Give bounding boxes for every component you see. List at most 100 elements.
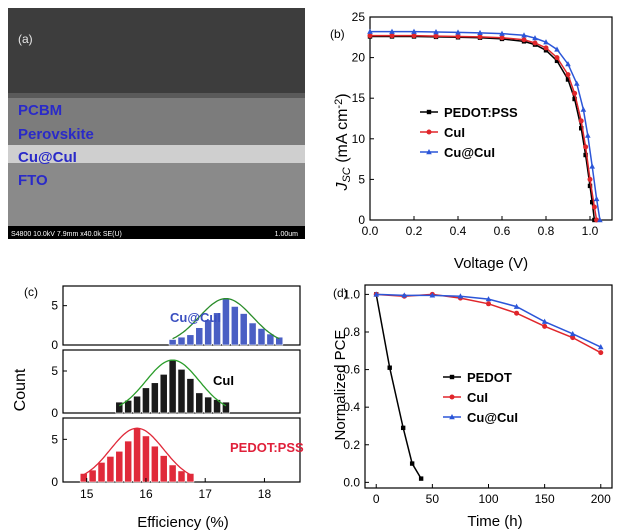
stability-data-point <box>457 293 464 299</box>
jv-data-point <box>572 96 577 102</box>
stability-data-point <box>597 344 604 350</box>
jv-data-point <box>585 132 591 138</box>
hist-bar <box>133 395 141 414</box>
jv-data-point <box>411 33 417 39</box>
hist-y-tick-label: 0 <box>51 338 58 352</box>
stability-y-tick-label: 0.6 <box>343 363 360 377</box>
jv-series-line <box>370 30 601 221</box>
hist-bar <box>222 401 230 414</box>
stability-data-point <box>418 476 424 481</box>
jv-x-tick-label: 0.6 <box>494 224 511 238</box>
jv-data-point <box>554 46 560 52</box>
jv-x-tick-label: 0.0 <box>362 224 379 238</box>
stability-x-tick-label: 50 <box>426 492 440 506</box>
sem-fto-layer <box>8 163 305 226</box>
stability-data-point <box>541 318 548 324</box>
panel-d: (d) Normalized PCE Time (h) 0 50 100 150 200… <box>332 284 613 530</box>
jv-y-tick-label: 0 <box>358 213 365 227</box>
stability-y-tick-label: 0.4 <box>343 400 360 414</box>
hist-bar <box>230 306 239 346</box>
jv-data-point <box>543 39 549 45</box>
jv-data-point <box>389 33 395 39</box>
hist-bar <box>142 387 150 414</box>
hist-fit-curve <box>83 427 191 476</box>
stability-data-point <box>409 461 415 466</box>
stability-y-tick-label: 1.0 <box>343 287 360 301</box>
jv-y-tick-label: 10 <box>352 132 366 146</box>
jv-data-point <box>367 33 373 39</box>
stability-legend-label: CuI <box>467 390 488 405</box>
jv-data-point <box>367 28 373 34</box>
stability-data-point <box>485 296 492 302</box>
stability-data-point <box>569 330 576 337</box>
jv-data-point <box>499 30 505 36</box>
jv-x-tick-label: 0.4 <box>450 224 467 238</box>
hist-bar <box>195 392 204 414</box>
hist-bar <box>204 319 213 346</box>
hist-bar <box>186 378 195 414</box>
jv-data-point <box>565 72 571 78</box>
stability-data-point <box>514 310 520 316</box>
hist-x-axis-label: Efficiency (%) <box>137 514 228 530</box>
jv-x-tick-label: 0.8 <box>538 224 555 238</box>
jv-data-point <box>455 29 461 35</box>
jv-data-point <box>554 58 560 64</box>
jv-data-point <box>411 28 417 34</box>
stability-legend-marker <box>449 394 455 400</box>
jv-data-point <box>477 29 483 36</box>
jv-data-point <box>554 55 560 61</box>
stability-data-point <box>542 323 548 329</box>
hist-bar <box>115 450 124 483</box>
jv-data-point <box>590 199 595 205</box>
hist-bar <box>97 462 106 483</box>
jv-plot-frame <box>369 16 613 221</box>
stability-legend-label: Cu@CuI <box>467 410 518 425</box>
jv-y-tick-label: 15 <box>352 91 366 105</box>
hist-x-tick-label: 17 <box>199 487 213 501</box>
jv-legend-label: Cu@CuI <box>444 145 495 160</box>
hist-bar <box>177 336 186 346</box>
stability-y-tick-label: 0.8 <box>343 325 360 339</box>
jv-data-point <box>593 195 600 202</box>
stability-data-point <box>429 292 436 298</box>
hist-bar <box>213 312 221 346</box>
hist-y-tick-label: 5 <box>51 432 58 446</box>
hist-bar <box>150 382 159 414</box>
jv-data-point <box>597 217 603 223</box>
stability-x-axis-label: Time (h) <box>467 513 522 530</box>
jv-series-line <box>370 35 596 221</box>
hist-bar <box>177 369 186 414</box>
jv-data-point <box>580 106 587 112</box>
sem-label-cu-cui: Cu@CuI <box>18 149 77 166</box>
stability-data-point <box>513 303 520 309</box>
hist-fit-curve <box>172 297 280 340</box>
panel-label-a: (a) <box>18 32 33 46</box>
sem-label-pcbm: PCBM <box>18 102 62 119</box>
hist-bar <box>222 298 230 346</box>
panel-c: (c) Count Efficiency (%) 0 5 Cu@CuI 0 5 CuI 0 5… <box>12 285 304 530</box>
jv-data-point <box>455 33 461 39</box>
jv-legend-label: CuI <box>444 125 465 140</box>
stability-data-point <box>486 301 491 307</box>
panel-label-b: (b) <box>330 27 345 41</box>
hist-bar <box>248 322 257 346</box>
jv-data-point <box>532 35 538 41</box>
hist-fit-curve <box>118 359 227 407</box>
hist-bar <box>275 336 284 346</box>
jv-x-axis-label: Voltage (V) <box>454 255 528 272</box>
jv-data-point <box>565 61 571 67</box>
jv-data-point <box>433 33 439 39</box>
stability-data-point <box>570 335 576 341</box>
hist-bar <box>257 328 266 346</box>
stability-data-point <box>400 425 406 431</box>
jv-y-axis-label: JSC (mA cm-2) <box>333 93 353 191</box>
stability-data-point <box>373 291 380 297</box>
sem-cu-cui-layer <box>8 145 305 163</box>
jv-data-point <box>579 126 584 131</box>
stability-series-line <box>375 294 422 479</box>
panel-label-d: (d) <box>333 286 348 300</box>
hist-bar <box>204 396 213 414</box>
hist-series-label: Cu@CuI <box>170 310 221 325</box>
jv-data-point <box>543 45 549 51</box>
sem-label-fto: FTO <box>18 172 48 189</box>
